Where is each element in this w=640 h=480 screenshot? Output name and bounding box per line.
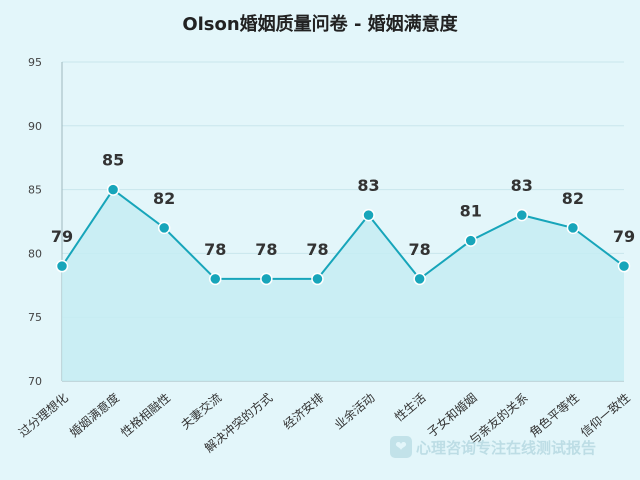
data-label: 85 [102, 151, 124, 170]
data-point [362, 208, 375, 222]
data-label: 81 [460, 202, 482, 221]
data-label: 78 [255, 240, 277, 259]
data-point [413, 272, 426, 286]
x-tick-label: 经济安排 [280, 390, 326, 432]
x-tick-label: 角色平等性 [527, 391, 582, 440]
x-tick-label: 婚姻满意度 [66, 390, 122, 440]
data-point [464, 234, 477, 247]
area-fill [62, 189, 624, 381]
data-point [209, 272, 222, 286]
data-label: 78 [306, 240, 328, 259]
data-label: 78 [204, 240, 226, 259]
data-point [515, 208, 529, 222]
data-point [566, 221, 580, 235]
data-point [260, 272, 273, 286]
data-label: 79 [51, 227, 73, 246]
x-tick-label: 性生活 [392, 391, 429, 425]
x-tick-label: 性格相融性 [117, 390, 173, 440]
x-tick-label: 业余活动 [331, 390, 377, 432]
watermark: ❤ 心理咨询专注在线测试报告 [390, 434, 596, 460]
watermark-text: 心理咨询专注在线测试报告 [416, 438, 597, 457]
y-axis-ticks: 70 75 80 85 90 95 [28, 56, 42, 388]
data-point [157, 221, 171, 235]
x-tick-label: 过分理想化 [15, 390, 71, 440]
y-tick-label: 85 [28, 184, 42, 197]
data-point [617, 259, 631, 273]
x-tick-label: 信仰一致性 [577, 390, 633, 440]
data-label: 79 [613, 227, 635, 246]
y-tick-label: 90 [28, 120, 42, 133]
data-labels: 79 85 82 78 78 78 83 78 81 83 82 79 [51, 151, 635, 259]
series-area [62, 189, 624, 381]
chart-title: Olson婚姻质量问卷 - 婚姻满意度 [182, 14, 458, 35]
data-point [311, 272, 324, 286]
y-tick-label: 80 [28, 247, 42, 260]
y-tick-label: 70 [28, 375, 42, 388]
data-label: 82 [153, 189, 175, 208]
data-point [55, 259, 69, 273]
data-points [55, 183, 631, 286]
data-point [106, 183, 120, 196]
y-tick-label: 75 [28, 311, 42, 324]
heart-icon: ❤ [390, 436, 412, 458]
x-tick-label: 夫妻交流 [178, 390, 224, 432]
data-label: 83 [511, 176, 533, 195]
y-tick-label: 95 [28, 56, 42, 69]
series-line-group [61, 188, 625, 281]
data-label: 82 [562, 189, 584, 208]
data-label: 78 [409, 240, 431, 259]
data-label: 83 [357, 176, 379, 195]
series-line [61, 188, 625, 281]
